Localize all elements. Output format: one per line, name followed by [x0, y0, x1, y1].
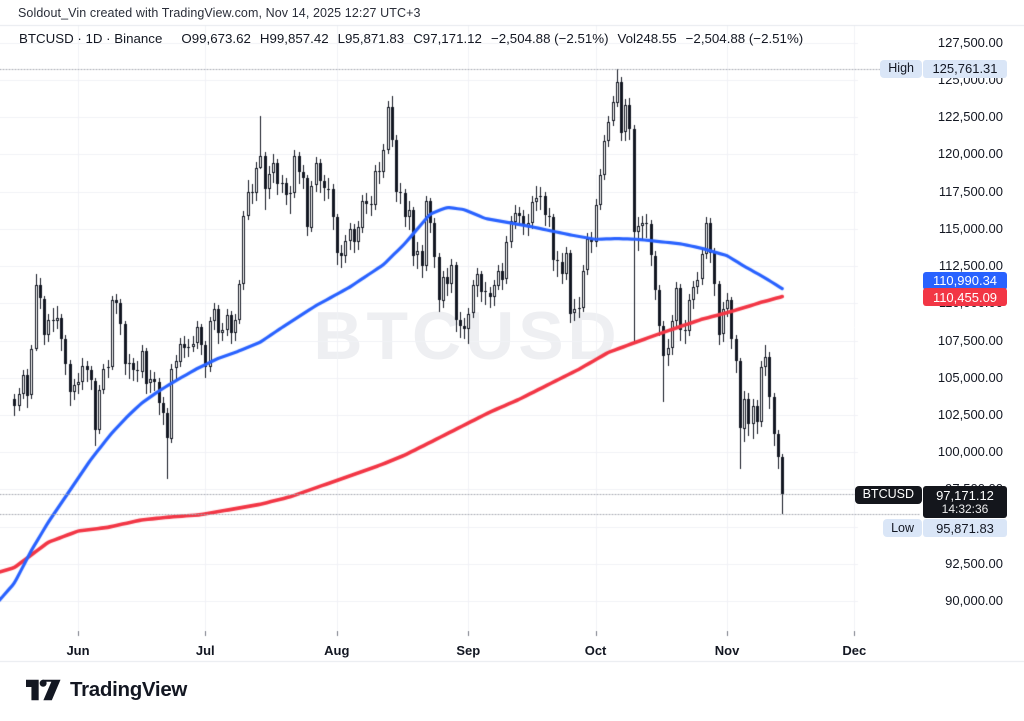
high-value: 99,857.42 [269, 31, 329, 46]
month-label: Dec [842, 643, 867, 658]
last-price-symbol-pill: BTCUSD [854, 485, 922, 504]
price-tick-label: 105,000.00 [937, 369, 1003, 385]
ohlc-high: H99,857.42 [260, 31, 329, 46]
open-label: O [181, 31, 192, 46]
volume-value: 248.55 [635, 31, 677, 46]
price-tick-label: 100,000.00 [937, 444, 1003, 460]
time-scale[interactable]: Jun Jul Aug Sep Oct Nov Dec [0, 636, 866, 662]
price-tick-label: 127,500.00 [937, 34, 1003, 50]
tradingview-logo[interactable]: TradingView [26, 678, 187, 702]
month-label: Sep [456, 643, 481, 658]
high-price-pill: High [880, 59, 922, 78]
ohlc-open: O99,673.62 [181, 31, 251, 46]
price-tick-label: 90,000.00 [945, 593, 1003, 609]
low-value: 95,871.83 [345, 31, 405, 46]
tradingview-brand-text: TradingView [70, 678, 188, 701]
chart-legend: BTCUSD · 1D · Binance O99,673.62 H99,857.4… [19, 31, 803, 46]
volume-label: Vol [617, 31, 636, 46]
volume: Vol248.55 [618, 31, 677, 46]
high-price-badge: 125,761.31 [923, 59, 1007, 78]
open-value: 99,673.62 [191, 31, 251, 46]
month-label: Aug [324, 643, 350, 658]
price-tick-label: 122,500.00 [937, 109, 1003, 125]
price-tick-label: 115,000.00 [938, 220, 1003, 236]
month-label: Nov [714, 643, 740, 658]
month-label: Jun [66, 643, 90, 658]
close-value: 97,171.12 [422, 31, 482, 46]
price-tick-label: 107,500.00 [937, 332, 1003, 348]
price-tick-label: 92,500.00 [945, 555, 1003, 571]
symbol-description: BTCUSD · 1D · Binance [19, 31, 163, 46]
price-tick-label: 102,500.00 [937, 406, 1003, 422]
last-price-badge: 97,171.12 14:32:36 [923, 486, 1007, 519]
low-price-badge: 95,871.83 [923, 519, 1007, 538]
volume-change-value: −2,504.88 (−2.51%) [685, 31, 804, 46]
month-label: Jul [195, 643, 215, 658]
high-label: H [259, 31, 270, 46]
close-label: C [413, 31, 423, 46]
price-tick-label: 117,500.00 [938, 183, 1003, 199]
change-value: −2,504.88 (−2.51%) [490, 31, 609, 46]
tradingview-logo-icon [26, 679, 61, 701]
bar-countdown: 14:32:36 [941, 502, 989, 517]
snapshot-attribution: Soldout_Vin created with TradingView.com… [18, 6, 421, 20]
price-tick-label: 112,500.00 [938, 258, 1003, 274]
price-scale[interactable]: 127,500.00 125,000.00 122,500.00 120,000.00… [860, 25, 1024, 636]
low-label: L [337, 31, 346, 46]
month-label: Oct [584, 643, 607, 658]
ma-fast-price-badge: 110,990.34 [923, 271, 1007, 290]
last-price-value: 97,171.12 [936, 488, 994, 504]
ma-slow-price-badge: 110,455.09 [923, 288, 1007, 307]
ohlc-low: L95,871.83 [338, 31, 405, 46]
low-price-pill: Low [883, 519, 922, 538]
price-tick-label: 120,000.00 [937, 146, 1003, 162]
ohlc-close: C97,171.12 [413, 31, 482, 46]
